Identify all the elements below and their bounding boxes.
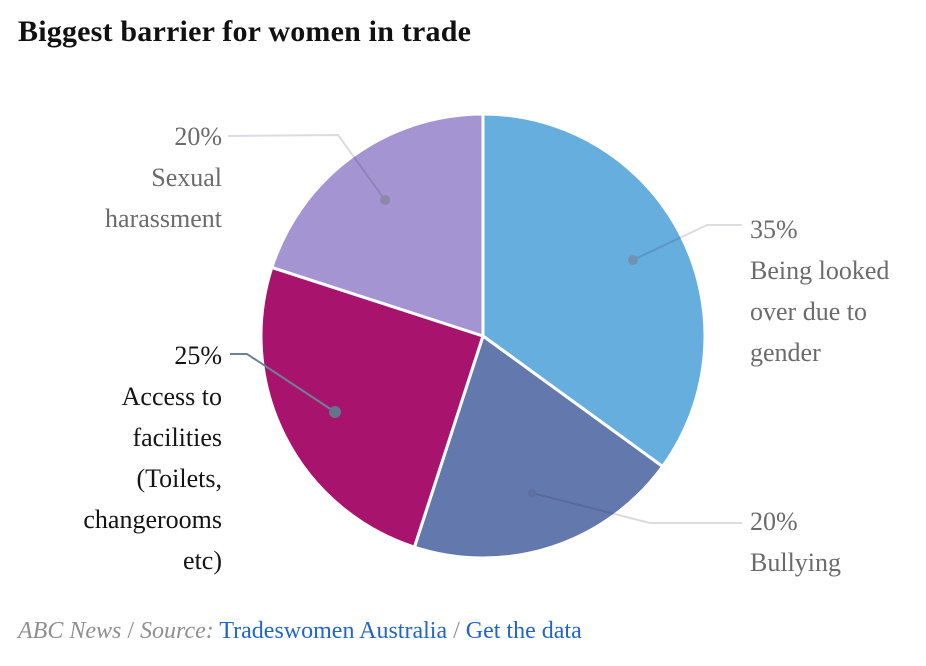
- slice-label-line: Bullying: [750, 548, 842, 577]
- slice-percentage: 25%: [174, 341, 222, 370]
- source-label: Source:: [140, 618, 214, 644]
- footer-separator: /: [121, 618, 141, 644]
- leader-dot-3: [380, 195, 390, 205]
- pie-slice-2: [259, 265, 485, 549]
- slice-label-line: gender: [750, 338, 821, 367]
- get-the-data-link[interactable]: Get the data: [465, 618, 582, 644]
- slice-percentage: 20%: [750, 507, 798, 536]
- slice-label-line: Sexual: [151, 163, 222, 192]
- attribution-text: ABC News: [18, 618, 122, 644]
- leader-line-1: [531, 492, 742, 524]
- slice-label-line: facilities: [132, 423, 222, 452]
- leader-dot-1: [528, 489, 536, 497]
- slice-label-line: Access to: [121, 382, 222, 411]
- leader-line-3: [227, 134, 386, 201]
- callout-being-looked-over: 35% Being looked over due to gender: [750, 209, 889, 373]
- footer-separator: /: [447, 618, 466, 644]
- callout-bullying: 20% Bullying: [750, 501, 841, 583]
- pie-slice-0: [481, 112, 707, 468]
- pie-slice-3: [270, 112, 485, 338]
- slice-percentage: 20%: [174, 122, 222, 151]
- callout-access-to-facilities: 25% Access to facilities (Toilets, chang…: [83, 335, 222, 581]
- slice-label-line: (Toilets,: [136, 464, 222, 493]
- slice-label-line: over due to: [750, 297, 867, 326]
- leader-dot-0: [628, 255, 638, 265]
- slice-label-line: changerooms: [83, 505, 222, 534]
- slice-percentage: 35%: [750, 215, 798, 244]
- leader-dot-2: [329, 406, 341, 418]
- slice-label-line: etc): [183, 546, 222, 575]
- leader-line-2: [230, 353, 336, 413]
- leader-line-0: [632, 224, 742, 261]
- callout-sexual-harassment: 20% Sexual harassment: [105, 116, 222, 239]
- slice-label-line: harassment: [105, 204, 222, 233]
- chart-title: Biggest barrier for women in trade: [18, 15, 472, 48]
- footer-attribution: ABC News / Source: Tradeswomen Australia…: [18, 618, 582, 645]
- slice-label-line: Being looked: [750, 256, 890, 285]
- source-link[interactable]: Tradeswomen Australia: [219, 618, 448, 644]
- pie-slice-1: [412, 334, 665, 560]
